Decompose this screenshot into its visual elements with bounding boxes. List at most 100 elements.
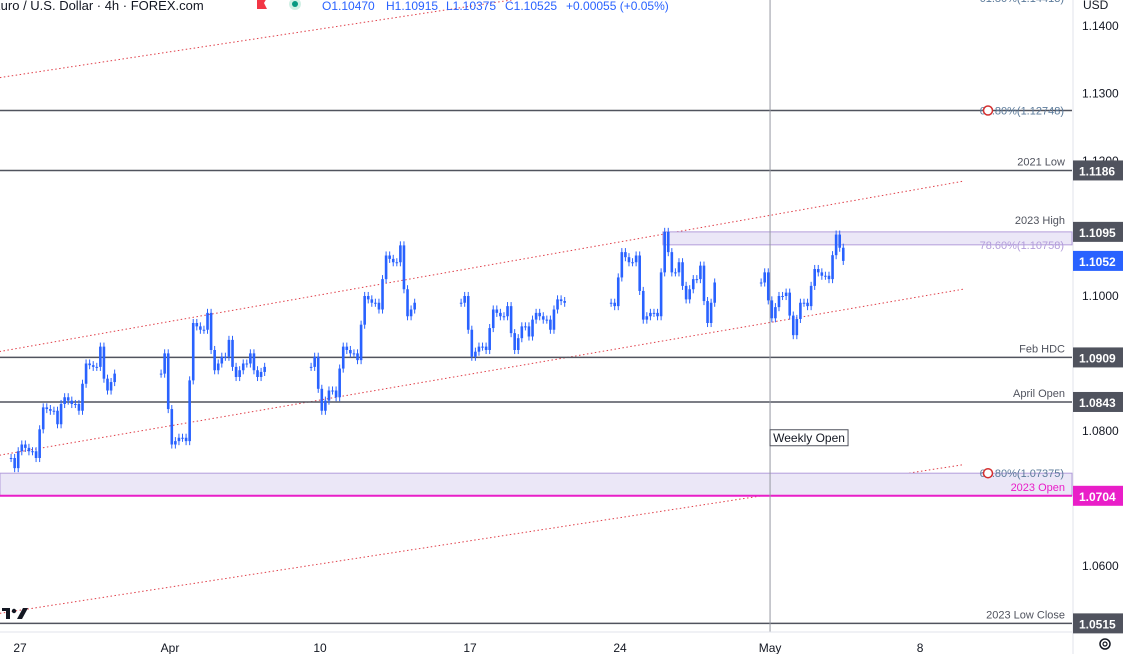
candle-body[interactable] <box>681 262 684 286</box>
candle-body[interactable] <box>459 302 463 304</box>
candle-body[interactable] <box>313 356 316 367</box>
candle-body[interactable] <box>659 272 663 317</box>
candle-body[interactable] <box>324 400 327 411</box>
candle-body[interactable] <box>634 255 638 263</box>
candle-body[interactable] <box>709 302 713 323</box>
currency-label[interactable]: USD <box>1083 0 1109 12</box>
candle-body[interactable] <box>688 289 691 300</box>
candle-body[interactable] <box>527 326 531 337</box>
candle-body[interactable] <box>263 366 266 372</box>
candle-body[interactable] <box>106 378 109 391</box>
candle-body[interactable] <box>781 296 784 297</box>
candle-body[interactable] <box>181 437 184 439</box>
candle-body[interactable] <box>409 309 413 317</box>
candle-body[interactable] <box>252 353 256 371</box>
candle-body[interactable] <box>77 404 81 411</box>
candle-body[interactable] <box>809 285 813 307</box>
candle-body[interactable] <box>502 316 506 318</box>
candle-body[interactable] <box>791 315 795 336</box>
candle-body[interactable] <box>13 458 16 469</box>
candle-body[interactable] <box>516 338 520 350</box>
candle-body[interactable] <box>174 441 177 445</box>
candle-body[interactable] <box>91 365 95 367</box>
candle-body[interactable] <box>384 255 388 280</box>
candle-body[interactable] <box>166 353 170 410</box>
candle-body[interactable] <box>559 299 563 302</box>
candle-body[interactable] <box>759 282 763 284</box>
candle-body[interactable] <box>88 363 91 366</box>
candle-body[interactable] <box>834 234 838 256</box>
candle-body[interactable] <box>352 353 356 355</box>
candle-body[interactable] <box>631 262 634 264</box>
candle-body[interactable] <box>377 302 381 310</box>
candle-body[interactable] <box>34 451 38 458</box>
candle-body[interactable] <box>827 275 831 280</box>
candle-body[interactable] <box>327 390 331 401</box>
candle-body[interactable] <box>359 324 363 361</box>
candle-body[interactable] <box>774 307 777 319</box>
candle-body[interactable] <box>95 366 99 368</box>
candle-body[interactable] <box>334 390 338 398</box>
candle-body[interactable] <box>666 231 670 253</box>
candle-body[interactable] <box>249 353 252 364</box>
candle-body[interactable] <box>9 458 13 459</box>
candle-body[interactable] <box>199 326 202 330</box>
candle-body[interactable] <box>45 407 49 410</box>
candle-body[interactable] <box>177 437 181 442</box>
candle-body[interactable] <box>488 328 491 350</box>
candle-body[interactable] <box>652 312 656 314</box>
candle-body[interactable] <box>231 339 234 367</box>
candle-body[interactable] <box>795 318 799 336</box>
candle-body[interactable] <box>41 407 45 430</box>
candle-body[interactable] <box>349 350 352 354</box>
candle-body[interactable] <box>363 296 366 325</box>
candle-body[interactable] <box>59 404 63 425</box>
candle-body[interactable] <box>499 312 502 317</box>
candle-body[interactable] <box>763 272 766 283</box>
candle-body[interactable] <box>556 299 559 310</box>
candle-body[interactable] <box>56 410 59 425</box>
candle-body[interactable] <box>391 258 395 263</box>
candle-body[interactable] <box>616 277 620 307</box>
candle-body[interactable] <box>481 346 484 348</box>
candle-body[interactable] <box>370 299 374 303</box>
candle-body[interactable] <box>170 409 174 445</box>
candle-body[interactable] <box>74 404 77 405</box>
candle-body[interactable] <box>331 390 334 392</box>
candle-body[interactable] <box>613 302 616 307</box>
candles[interactable] <box>9 227 845 473</box>
candle-body[interactable] <box>406 289 409 317</box>
candle-body[interactable] <box>191 323 195 381</box>
time-axis[interactable]: 27 Apr 10 17 24 May 8 <box>0 631 1072 654</box>
candle-body[interactable] <box>799 302 802 319</box>
flag-icon[interactable] <box>256 0 268 10</box>
candle-body[interactable] <box>113 373 116 383</box>
candle-body[interactable] <box>545 319 549 321</box>
candle-body[interactable] <box>16 451 20 469</box>
candle-body[interactable] <box>813 269 816 286</box>
candle-body[interactable] <box>213 350 216 371</box>
candle-body[interactable] <box>841 247 845 261</box>
candle-body[interactable] <box>209 312 213 350</box>
candle-body[interactable] <box>81 383 84 411</box>
candle-body[interactable] <box>627 257 631 263</box>
candle-body[interactable] <box>784 292 788 296</box>
candle-body[interactable] <box>345 346 349 350</box>
candle-body[interactable] <box>27 447 31 452</box>
candle-body[interactable] <box>491 309 495 329</box>
candle-body[interactable] <box>524 326 527 328</box>
candle-body[interactable] <box>656 312 659 317</box>
candle-body[interactable] <box>20 444 24 452</box>
candle-body[interactable] <box>806 302 809 307</box>
candle-body[interactable] <box>824 275 827 277</box>
candle-body[interactable] <box>624 252 627 258</box>
candle-body[interactable] <box>770 300 774 319</box>
candle-body[interactable] <box>195 323 199 327</box>
candle-body[interactable] <box>706 301 709 323</box>
candle-body[interactable] <box>238 370 241 377</box>
candle-body[interactable] <box>820 272 824 276</box>
candle-body[interactable] <box>338 368 341 398</box>
price-tag[interactable] <box>1073 485 1123 506</box>
candle-body[interactable] <box>234 366 238 377</box>
